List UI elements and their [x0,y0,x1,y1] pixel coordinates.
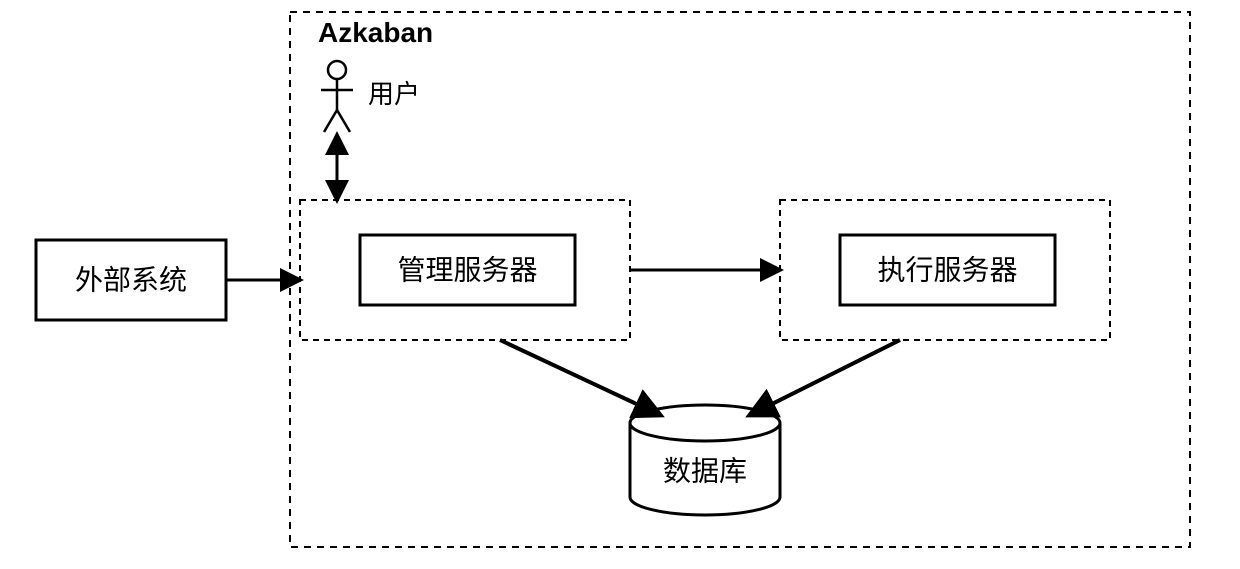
mgmt-server-node-label: 管理服务器 [397,254,537,285]
user-actor-icon [321,61,353,132]
architecture-diagram: Azkaban 用户外部系统 管理服务器 执行服务器数据库 [0,0,1240,569]
exec-server-node-label: 执行服务器 [877,254,1017,285]
database-label: 数据库 [663,455,747,486]
database-node: 数据库 [630,405,780,515]
edge-mgmt-to-db [500,340,660,415]
edge-exec-to-db [750,340,900,415]
diagram-title: Azkaban [318,17,433,48]
external-system-node-label: 外部系统 [75,264,187,295]
user-label: 用户 [368,79,420,109]
